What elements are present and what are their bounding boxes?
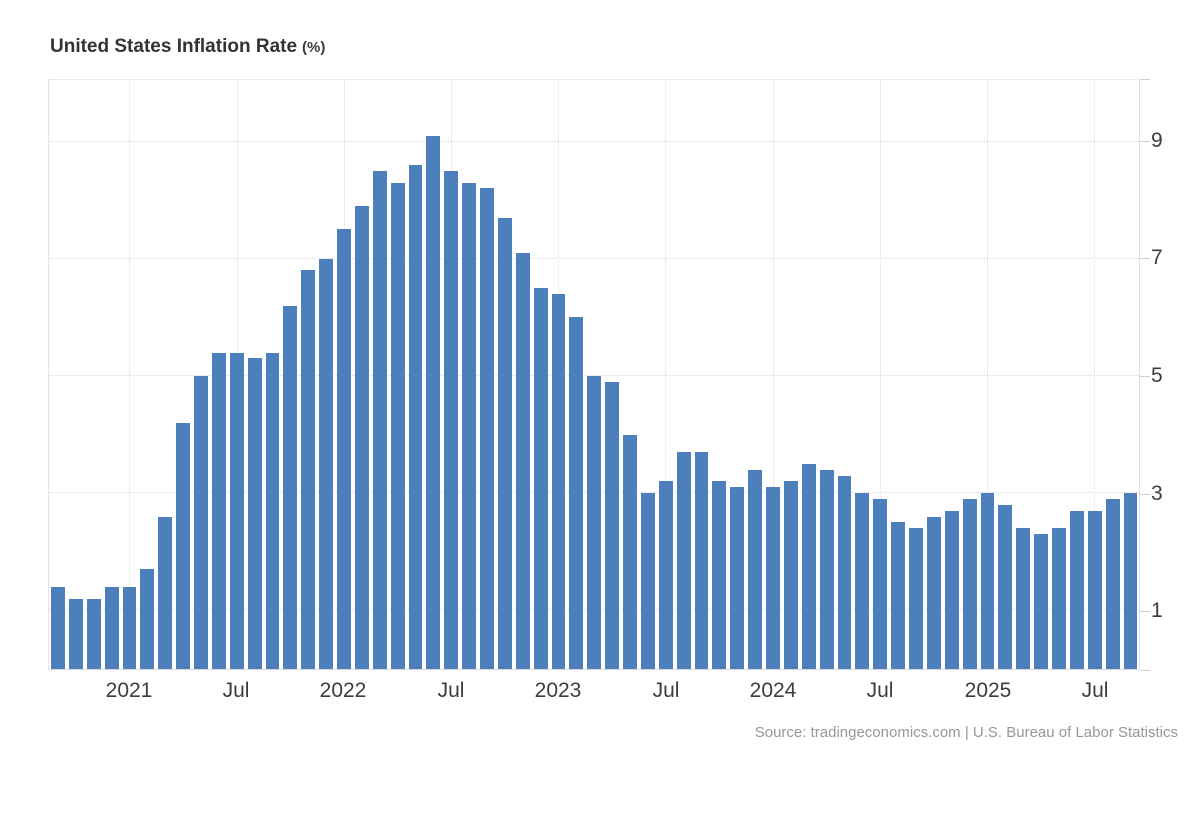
bar[interactable] — [998, 504, 1013, 669]
y-axis-label: 7 — [1151, 246, 1163, 269]
x-axis-label: Jul — [652, 679, 680, 702]
y-axis-label: 9 — [1151, 129, 1163, 152]
bar[interactable] — [891, 522, 905, 669]
bar[interactable] — [873, 499, 888, 669]
bar[interactable] — [605, 381, 619, 669]
bar[interactable] — [372, 170, 387, 669]
bar[interactable] — [640, 493, 655, 669]
x-axis-label: 2021 — [105, 679, 153, 702]
bar[interactable] — [122, 586, 137, 669]
bar[interactable] — [1052, 528, 1066, 669]
bar[interactable] — [51, 586, 65, 669]
bar[interactable] — [176, 422, 190, 669]
y-axis-tick — [1140, 141, 1150, 142]
bar[interactable] — [676, 452, 691, 669]
bar[interactable] — [104, 586, 119, 669]
gridline-vertical — [987, 80, 989, 669]
bar[interactable] — [1123, 493, 1138, 669]
bar[interactable] — [462, 182, 476, 669]
bar[interactable] — [623, 434, 637, 669]
bar[interactable] — [766, 487, 780, 669]
bar[interactable] — [444, 170, 459, 669]
bar[interactable] — [551, 293, 566, 669]
y-axis-tick — [1140, 376, 1150, 377]
bar[interactable] — [1069, 510, 1084, 669]
gridline-vertical — [665, 80, 667, 669]
bar[interactable] — [265, 352, 280, 669]
chart-title-unit: (%) — [302, 39, 326, 56]
y-axis-tick — [1140, 494, 1150, 495]
bar[interactable] — [337, 229, 351, 669]
y-axis-label: 1 — [1151, 599, 1163, 622]
chart-title-text: United States Inflation Rate — [50, 36, 298, 57]
bar[interactable] — [158, 516, 173, 669]
bar[interactable] — [819, 469, 834, 669]
bar[interactable] — [587, 375, 602, 669]
bar[interactable] — [211, 352, 226, 669]
bar[interactable] — [301, 270, 316, 669]
bar[interactable] — [1105, 499, 1120, 669]
bar[interactable] — [980, 493, 995, 669]
y-axis-tick — [1140, 670, 1150, 671]
bar[interactable] — [944, 510, 959, 669]
gridline-vertical — [879, 80, 881, 669]
y-axis-label: 3 — [1151, 482, 1163, 505]
x-axis-label: Jul — [866, 679, 894, 702]
gridline-horizontal — [49, 374, 1139, 376]
bar[interactable] — [783, 481, 798, 669]
bar[interactable] — [229, 352, 244, 669]
bar[interactable] — [480, 188, 494, 669]
bar[interactable] — [926, 516, 941, 669]
y-axis-label: 5 — [1151, 364, 1163, 387]
bar[interactable] — [730, 487, 745, 669]
bar[interactable] — [909, 528, 923, 669]
bar[interactable] — [1016, 528, 1031, 669]
bar-series — [49, 80, 1139, 669]
gridline-vertical — [772, 80, 774, 669]
bar[interactable] — [283, 305, 298, 669]
bar[interactable] — [801, 463, 816, 669]
x-axis-label: Jul — [437, 679, 465, 702]
gridline-horizontal — [49, 140, 1139, 142]
bar[interactable] — [354, 206, 369, 669]
bar[interactable] — [390, 182, 405, 669]
bar[interactable] — [1087, 510, 1102, 669]
bar[interactable] — [962, 499, 977, 669]
bar[interactable] — [1034, 534, 1048, 669]
gridline-horizontal — [49, 257, 1139, 259]
bar[interactable] — [86, 598, 101, 669]
bar[interactable] — [712, 481, 727, 669]
gridline-vertical — [1094, 80, 1096, 669]
bar[interactable] — [533, 288, 548, 669]
gridline-vertical — [129, 80, 131, 669]
bar[interactable] — [694, 452, 709, 669]
bar[interactable] — [140, 569, 155, 669]
x-axis-label: 2022 — [319, 679, 367, 702]
bar[interactable] — [748, 469, 762, 669]
bar[interactable] — [194, 375, 208, 669]
bar[interactable] — [68, 598, 83, 669]
source-attribution: Source: tradingeconomics.com | U.S. Bure… — [754, 724, 1178, 741]
bar[interactable] — [247, 358, 262, 669]
x-axis-label: 2023 — [534, 679, 582, 702]
bar[interactable] — [515, 252, 530, 669]
x-axis-label: 2025 — [964, 679, 1012, 702]
bar[interactable] — [837, 475, 852, 669]
x-axis-label: Jul — [1081, 679, 1109, 702]
y-axis-tick — [1140, 258, 1150, 259]
y-axis-tick — [1140, 79, 1150, 80]
plot-area — [48, 79, 1140, 670]
bar[interactable] — [319, 258, 333, 669]
bar[interactable] — [658, 481, 673, 669]
x-axis-label: Jul — [222, 679, 250, 702]
bar[interactable] — [855, 493, 870, 669]
bar[interactable] — [426, 135, 441, 669]
bar[interactable] — [569, 317, 584, 669]
bar[interactable] — [408, 164, 423, 669]
chart-title: United States Inflation Rate (%) — [50, 36, 325, 58]
bar[interactable] — [497, 217, 512, 669]
x-axis-label: 2024 — [749, 679, 797, 702]
y-axis-tick — [1140, 611, 1150, 612]
